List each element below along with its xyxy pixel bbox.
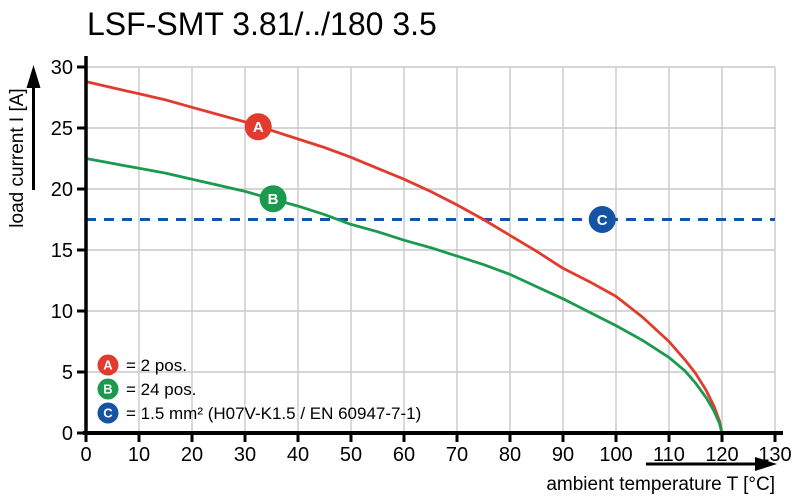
marker-b: B [259,185,287,213]
y-axis-arrow-icon [26,65,41,190]
y-tick-label: 20 [51,179,73,201]
marker-c-badge [588,206,616,233]
y-tick-label: 15 [51,240,73,262]
marker-a-letter: A [253,119,264,136]
x-tick-label: 30 [234,444,256,466]
x-axis-title: ambient temperature T [°C] [546,474,775,495]
x-tick-label: 60 [393,444,415,466]
marker-b-badge [259,185,287,213]
x-axis-arrow-icon [646,457,777,471]
legend-label-a: = 2 pos. [126,356,187,375]
legend-letter-a: A [103,358,113,373]
x-tick-label: 130 [758,444,791,466]
markers-layer: A B C [244,113,616,233]
y-tick-label: 5 [62,362,73,384]
legend-label-b: = 24 pos. [126,380,196,399]
legend-badge-b [97,378,119,400]
marker-a-badge [244,113,272,141]
x-tick-label: 80 [499,444,521,466]
x-tick-label: 20 [181,444,203,466]
x-tick-label: 50 [340,444,362,466]
y-tick-label: 10 [51,301,73,323]
legend-item-c: C = 1.5 mm² (H07V-K1.5 / EN 60947-7-1) [97,402,421,424]
marker-c: C [588,206,616,233]
curves-layer [84,80,724,435]
x-tick-label: 110 [653,444,685,466]
y-tick-label: 25 [51,118,73,140]
marker-b-letter: B [268,191,279,208]
y-tick-label: 30 [51,57,73,79]
series-a-curve [84,80,724,435]
y-axis-title: load current I [A] [7,88,28,227]
legend-label-c: = 1.5 mm² (H07V-K1.5 / EN 60947-7-1) [126,404,421,423]
legend-letter-b: B [103,382,112,397]
x-tick-label: 0 [80,444,91,466]
legend-badge-a [97,354,119,376]
legend-item-b: B = 24 pos. [97,378,196,400]
series-b-curve [84,157,724,435]
axes-layer: 0 10 20 30 40 50 60 70 80 90 100 110 120 130 0 5 10 15 20 2… [51,56,792,466]
x-tick-label: 40 [287,444,309,466]
x-tick-label: 10 [128,444,150,466]
legend: A = 2 pos. B = 24 pos. C = 1.5 mm² (H07V-K1.5… [97,354,421,424]
legend-letter-c: C [103,406,113,421]
chart-title: LSF-SMT 3.81/../180 3.5 [87,6,437,42]
x-tick-label: 100 [599,444,632,466]
x-tick-label: 120 [705,444,738,466]
legend-badge-c [97,402,119,424]
marker-c-letter: C [597,212,608,229]
x-tick-label: 70 [446,444,468,466]
legend-item-a: A = 2 pos. [97,354,187,376]
marker-a: A [244,113,272,141]
y-tick-label: 0 [62,423,73,445]
gridlines [86,66,776,433]
x-tick-label: 90 [552,444,574,466]
